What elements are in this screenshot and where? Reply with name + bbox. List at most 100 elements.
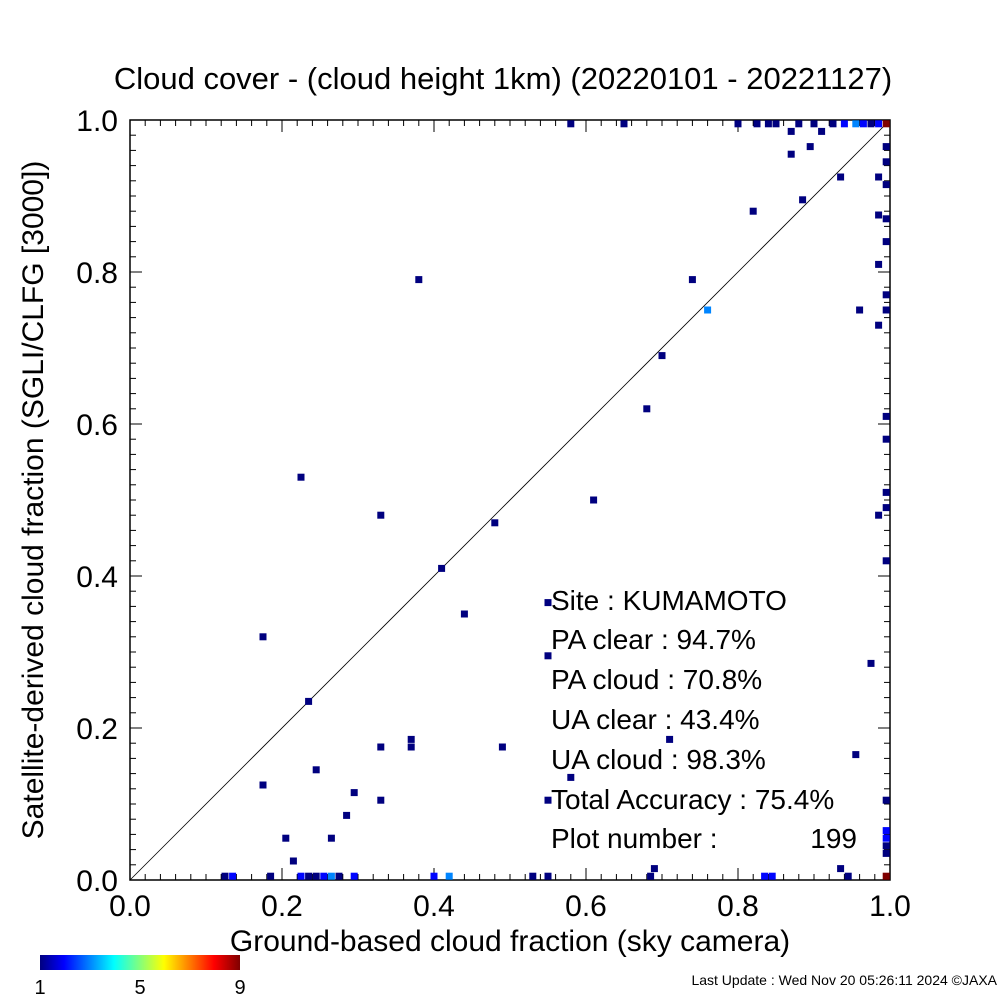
data-point <box>438 564 446 572</box>
data-point <box>544 599 552 607</box>
data-point <box>882 120 890 128</box>
y-tick-label: 0.2 <box>76 713 118 746</box>
data-point <box>407 743 415 751</box>
data-point <box>882 435 890 443</box>
data-point <box>882 796 890 804</box>
colorbar-label-mid: 5 <box>134 977 145 999</box>
colorbar: 1 5 9 <box>34 955 246 999</box>
data-point <box>259 781 267 789</box>
data-point <box>620 120 628 128</box>
data-point <box>852 120 860 128</box>
data-point <box>875 211 883 219</box>
site-label: Site : KUMAMOTO <box>551 585 787 616</box>
data-point <box>768 872 776 880</box>
x-tick-label: 0.4 <box>413 890 455 923</box>
data-point <box>590 496 598 504</box>
data-point <box>643 405 651 413</box>
data-point <box>377 796 385 804</box>
data-point <box>567 120 575 128</box>
data-point <box>297 872 305 880</box>
data-point <box>529 872 537 880</box>
chart-title: Cloud cover - (cloud height 1km) (202201… <box>114 61 892 96</box>
data-point <box>221 872 229 880</box>
data-point <box>882 181 890 189</box>
data-point <box>415 276 423 284</box>
data-point <box>350 789 358 797</box>
data-point <box>829 120 837 128</box>
data-point <box>407 735 415 743</box>
y-tick-label: 0.8 <box>76 257 118 290</box>
data-point <box>320 872 328 880</box>
data-point <box>882 504 890 512</box>
pa-clear-stat: PA clear : 94.7% <box>551 624 756 655</box>
data-point <box>810 120 818 128</box>
last-update-footer: Last Update : Wed Nov 20 05:26:11 2024 ©… <box>691 972 997 988</box>
data-point <box>734 120 742 128</box>
data-point <box>666 735 674 743</box>
data-point <box>267 872 275 880</box>
data-point <box>840 120 848 128</box>
plot-number-label: Plot number : <box>551 823 718 854</box>
data-point <box>491 519 499 527</box>
ua-cloud-stat: UA cloud : 98.3% <box>551 744 766 775</box>
data-point <box>882 158 890 166</box>
data-point <box>799 196 807 204</box>
data-point <box>312 766 320 774</box>
data-point <box>753 120 761 128</box>
data-point <box>289 857 297 865</box>
data-point <box>882 834 890 842</box>
data-point <box>844 872 852 880</box>
data-point <box>882 488 890 496</box>
ua-clear-stat: UA clear : 43.4% <box>551 704 760 735</box>
data-point <box>377 743 385 751</box>
data-point <box>875 260 883 268</box>
colorbar-gradient <box>40 955 240 970</box>
data-point <box>430 872 438 880</box>
data-point <box>882 842 890 850</box>
data-point <box>327 834 335 842</box>
data-point <box>305 697 313 705</box>
y-tick-labels: 0.0 0.2 0.4 0.6 0.8 1.0 <box>76 105 118 898</box>
data-point <box>867 120 875 128</box>
data-point <box>335 872 343 880</box>
data-point <box>882 291 890 299</box>
data-point <box>882 412 890 420</box>
x-tick-label: 0.0 <box>109 890 151 923</box>
data-point <box>282 834 290 842</box>
data-point <box>852 751 860 759</box>
data-point <box>259 633 267 641</box>
colorbar-label-min: 1 <box>34 977 45 999</box>
data-point <box>312 872 320 880</box>
plot-number-value: 199 <box>810 823 857 854</box>
data-point <box>229 872 237 880</box>
data-point <box>818 127 826 135</box>
pa-cloud-stat: PA cloud : 70.8% <box>551 664 762 695</box>
data-point <box>882 143 890 151</box>
data-point <box>377 511 385 519</box>
data-point <box>787 127 795 135</box>
data-point <box>343 811 351 819</box>
data-point <box>327 872 335 880</box>
y-axis-label: Satellite-derived cloud fraction (SGLI/C… <box>17 161 50 840</box>
total-accuracy-stat: Total Accuracy : 75.4% <box>551 784 834 815</box>
data-point <box>882 827 890 835</box>
data-point <box>567 773 575 781</box>
data-point <box>658 352 666 360</box>
data-point <box>867 659 875 667</box>
data-point <box>544 652 552 660</box>
data-point <box>795 120 803 128</box>
data-point <box>305 872 313 880</box>
data-point <box>882 557 890 565</box>
data-point <box>647 872 655 880</box>
y-tick-label: 1.0 <box>76 105 118 138</box>
data-points <box>221 120 890 880</box>
x-tick-labels: 0.0 0.2 0.4 0.6 0.8 1.0 <box>109 890 911 923</box>
data-point <box>837 865 845 873</box>
data-point <box>875 321 883 329</box>
data-point <box>856 306 864 314</box>
x-tick-label: 0.6 <box>565 890 607 923</box>
stats-box: Site : KUMAMOTO PA clear : 94.7% PA clou… <box>551 585 857 854</box>
data-point <box>704 306 712 314</box>
data-point <box>764 120 772 128</box>
